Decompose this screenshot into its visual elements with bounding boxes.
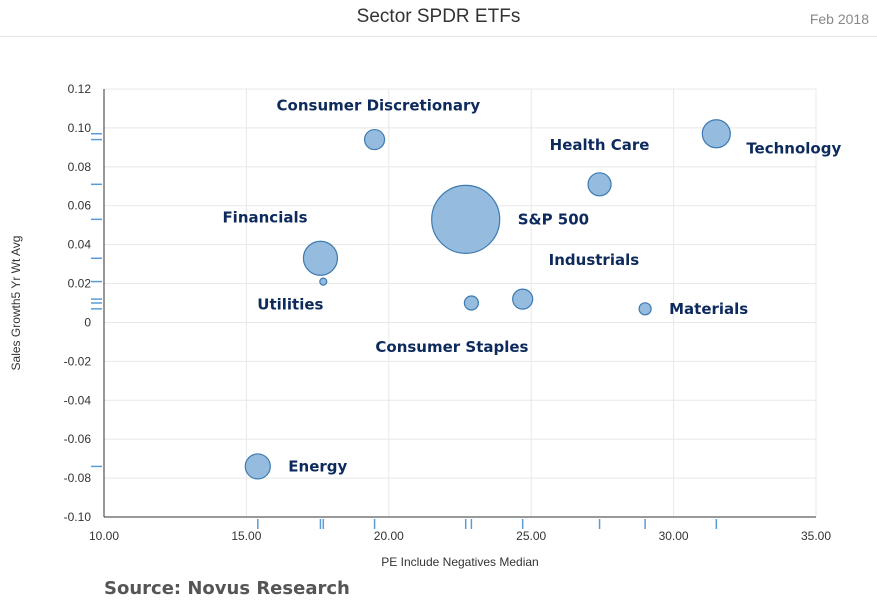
point-label: Consumer Staples xyxy=(375,338,528,356)
x-tick-label: 25.00 xyxy=(516,529,546,543)
point-label: Industrials xyxy=(549,251,640,269)
y-tick-label: 0.06 xyxy=(68,199,92,213)
bubble-point xyxy=(319,277,328,286)
y-tick-label: 0.08 xyxy=(68,160,92,174)
axis-layer: 10.00 15.00 20.00 25.00 30.00 35.00 0.12 0.10 0.… xyxy=(64,82,832,543)
y-tick-label: 0.10 xyxy=(68,121,92,135)
bubble-point xyxy=(512,288,534,310)
bubble-point xyxy=(587,172,612,197)
bubble-point xyxy=(638,302,652,316)
label-layer: Consumer Discretionary Technology Health C… xyxy=(222,97,841,476)
y-tick-label: 0.02 xyxy=(68,277,92,291)
x-tick-label: 10.00 xyxy=(89,529,119,543)
point-label: Consumer Discretionary xyxy=(277,97,481,115)
y-tick-label: -0.10 xyxy=(64,510,92,524)
y-tick-label: -0.04 xyxy=(64,393,92,407)
chart-title: Sector SPDR ETFs xyxy=(356,6,521,27)
point-label: S&P 500 xyxy=(518,210,589,228)
y-tick-label: -0.08 xyxy=(64,471,92,485)
y-tick-label: -0.02 xyxy=(64,354,92,368)
bubble-point xyxy=(701,119,731,149)
y-tick-label: 0 xyxy=(84,315,91,329)
bubble-point xyxy=(363,128,386,151)
x-axis-title: PE Include Negatives Median xyxy=(381,555,538,569)
grid-layer xyxy=(104,88,817,517)
bubble-point xyxy=(302,240,339,276)
point-label: Financials xyxy=(222,208,307,226)
x-tick-label: 35.00 xyxy=(801,529,831,543)
bubble-point xyxy=(244,453,271,480)
point-label: Materials xyxy=(669,300,748,318)
date-label: Feb 2018 xyxy=(809,11,869,27)
title-divider xyxy=(0,36,877,37)
bubble-point xyxy=(463,295,479,311)
point-label: Technology xyxy=(746,140,841,158)
x-tick-label: 15.00 xyxy=(231,529,261,543)
bubble-layer xyxy=(244,119,731,480)
point-label: Health Care xyxy=(550,136,650,154)
bubble-point xyxy=(431,184,501,254)
point-label: Utilities xyxy=(257,296,323,314)
y-tick-label: -0.06 xyxy=(64,432,92,446)
y-tick-label: 0.04 xyxy=(68,238,92,252)
point-label: Energy xyxy=(288,457,347,475)
rug-layer xyxy=(91,132,718,529)
x-tick-label: 30.00 xyxy=(659,529,689,543)
y-tick-label: 0.12 xyxy=(68,82,92,96)
x-tick-label: 20.00 xyxy=(374,529,404,543)
y-axis-title: Sales Growth5 Yr Wt Avg xyxy=(9,236,23,371)
source-note: Source: Novus Research xyxy=(104,578,350,599)
